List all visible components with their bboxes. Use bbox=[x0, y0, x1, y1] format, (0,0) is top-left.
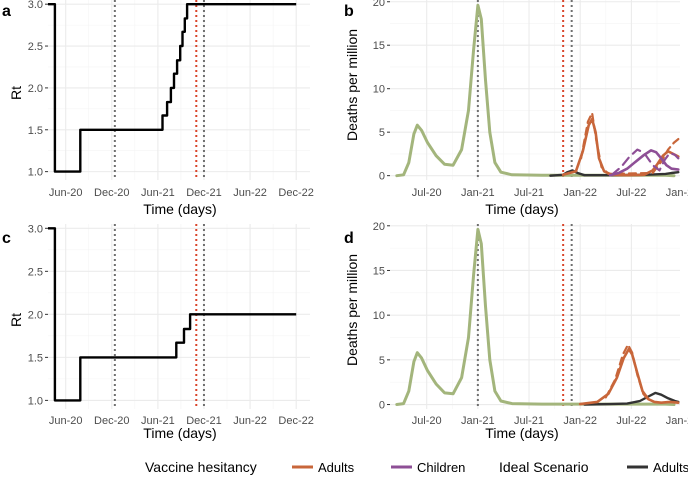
legend-label-children-vh: Children bbox=[417, 460, 465, 475]
y-tick-label: 10 bbox=[373, 310, 385, 322]
x-tick-label: Jul-22 bbox=[616, 187, 646, 199]
y-tick-label: 1.5 bbox=[28, 125, 43, 137]
series-line-children-vaccine-hesitancy bbox=[608, 149, 680, 177]
reference-lines-a bbox=[113, 0, 205, 180]
y-tick-label: 2.5 bbox=[28, 41, 43, 53]
plot-area-c bbox=[48, 224, 310, 409]
series-line-adults-ideal-scenario bbox=[583, 391, 680, 406]
panel-a: Jun-20 Dec-20 Jun-21 Dec-21 Jun-22 Dec-22 1.0 1… bbox=[2, 0, 314, 217]
legend-title-vaccine-hesitancy: Vaccine hesitancy bbox=[145, 459, 257, 475]
panel-letter-a: a bbox=[2, 3, 11, 20]
series-c bbox=[48, 227, 297, 402]
x-tick-label: Jun-22 bbox=[233, 187, 267, 199]
series-d bbox=[395, 227, 680, 406]
x-tick-label: Dec-22 bbox=[278, 187, 313, 199]
legend-label-adults-vh: Adults bbox=[318, 460, 355, 475]
plot-area-a bbox=[48, 0, 310, 180]
x-tick-label: Jan-22 bbox=[563, 415, 597, 427]
x-tick-label: Jan-23 bbox=[666, 187, 688, 199]
y-axis-title-d: Deaths per million bbox=[344, 254, 360, 366]
y-tick-label: 2.5 bbox=[28, 266, 43, 278]
y-tick-label: 0 bbox=[379, 171, 385, 183]
x-tick-label: Jun-21 bbox=[141, 187, 175, 199]
y-tick-label: 1.0 bbox=[28, 167, 43, 179]
y-tick-label: 5 bbox=[379, 127, 385, 139]
reference-lines-d bbox=[476, 224, 573, 409]
x-tick-label: Jul-21 bbox=[514, 415, 544, 427]
tick-labels-a: Jun-20 Dec-20 Jun-21 Dec-21 Jun-22 Dec-22 1.0 1… bbox=[28, 0, 314, 199]
legend: Vaccine hesitancy Adults Children Ideal … bbox=[145, 459, 688, 475]
x-tick-label: Dec-21 bbox=[186, 187, 221, 199]
y-axis-title-b: Deaths per million bbox=[344, 29, 360, 141]
reference-lines-c bbox=[113, 224, 205, 409]
panel-letter-d: d bbox=[344, 230, 354, 247]
panel-letter-c: c bbox=[2, 230, 11, 247]
series-line-children-ideal-scenario bbox=[395, 227, 676, 406]
series-line-rt bbox=[48, 227, 297, 402]
y-tick-label: 20 bbox=[373, 0, 385, 9]
y-tick-label: 15 bbox=[373, 40, 385, 52]
series-line-children-ideal-scenario bbox=[395, 3, 676, 178]
reference-lines-b bbox=[476, 0, 573, 180]
x-tick-label: Jan-23 bbox=[666, 415, 688, 427]
panel-d: Jul-20 Jan-21 Jul-21 Jan-22 Jul-22 Jan-23 0 5 10… bbox=[344, 221, 688, 441]
tick-labels-d: Jul-20 Jan-21 Jul-21 Jan-22 Jul-22 Jan-23 0 5 10… bbox=[373, 221, 688, 427]
series-line-adults-vaccine-hesitancy-dashed bbox=[604, 343, 651, 403]
series-line-children-vaccine-hesitancy-dashed bbox=[610, 148, 680, 176]
x-axis-title-a: Time (days) bbox=[143, 201, 216, 217]
tick-labels-b: Jul-20 Jan-21 Jul-21 Jan-22 Jul-22 Jan-23 0 5 10… bbox=[373, 0, 688, 199]
x-tick-label: Dec-20 bbox=[94, 187, 129, 199]
y-tick-label: 5 bbox=[379, 355, 385, 367]
y-tick-label: 2.0 bbox=[28, 83, 43, 95]
x-tick-label: Jul-20 bbox=[412, 415, 442, 427]
legend-title-ideal-scenario: Ideal Scenario bbox=[499, 459, 589, 475]
series-a bbox=[48, 3, 297, 173]
x-tick-label: Jul-22 bbox=[616, 415, 646, 427]
y-tick-label: 3.0 bbox=[28, 0, 43, 11]
series-b bbox=[395, 3, 680, 178]
x-tick-label: Jun-22 bbox=[233, 415, 267, 427]
y-tick-label: 15 bbox=[373, 265, 385, 277]
legend-label-adults-ideal: Adults bbox=[653, 460, 688, 475]
y-tick-label: 1.0 bbox=[28, 395, 43, 407]
y-tick-label: 20 bbox=[373, 221, 385, 233]
y-tick-label: 1.5 bbox=[28, 352, 43, 364]
tick-labels-c: Jun-20 Dec-20 Jun-21 Dec-21 Jun-22 Dec-22 1.0 1… bbox=[28, 223, 314, 427]
y-tick-label: 0 bbox=[379, 400, 385, 412]
x-tick-label: Jan-21 bbox=[461, 187, 495, 199]
series-line-rt bbox=[48, 3, 297, 173]
x-axis-title-b: Time (days) bbox=[485, 201, 558, 217]
x-tick-label: Dec-22 bbox=[278, 415, 313, 427]
panel-b: Jul-20 Jan-21 Jul-21 Jan-22 Jul-22 Jan-23 0 5 10… bbox=[344, 0, 688, 217]
x-axis-title-d: Time (days) bbox=[485, 425, 558, 441]
x-tick-label: Dec-21 bbox=[186, 415, 221, 427]
x-tick-label: Jun-21 bbox=[141, 415, 175, 427]
x-tick-label: Jan-21 bbox=[461, 415, 495, 427]
gridlines-d bbox=[387, 224, 680, 409]
y-tick-label: 3.0 bbox=[28, 223, 43, 235]
x-tick-label: Jan-22 bbox=[563, 187, 597, 199]
x-tick-label: Jul-20 bbox=[412, 187, 442, 199]
x-axis-title-c: Time (days) bbox=[143, 425, 216, 441]
x-tick-label: Jun-20 bbox=[49, 187, 83, 199]
y-tick-label: 2.0 bbox=[28, 309, 43, 321]
x-tick-label: Dec-20 bbox=[94, 415, 129, 427]
x-tick-label: Jul-21 bbox=[514, 187, 544, 199]
panel-c: Jun-20 Dec-20 Jun-21 Dec-21 Jun-22 Dec-22 1.0 1… bbox=[2, 223, 314, 441]
panel-letter-b: b bbox=[344, 3, 354, 20]
y-axis-title-c: Rt bbox=[8, 313, 24, 327]
x-tick-label: Jun-20 bbox=[49, 415, 83, 427]
series-line-adults-vaccine-hesitancy-dashed bbox=[580, 111, 680, 175]
y-axis-title-a: Rt bbox=[8, 86, 24, 100]
y-tick-label: 10 bbox=[373, 84, 385, 96]
